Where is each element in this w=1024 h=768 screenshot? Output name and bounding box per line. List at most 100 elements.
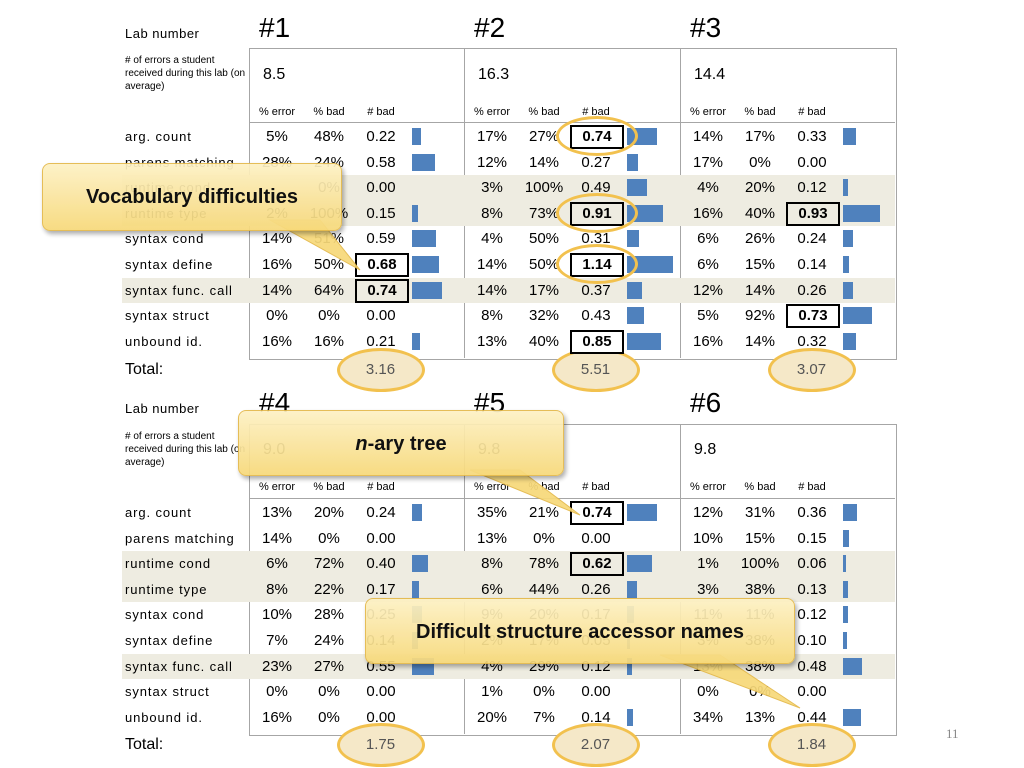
table-cell: 1% [481, 683, 503, 701]
bad-count-bar [843, 529, 849, 547]
table-cell: 0.00 [366, 529, 396, 547]
table-cell: 14% [528, 153, 560, 171]
table-cell: 34% [692, 708, 724, 726]
bad-count-bar [843, 580, 849, 598]
table-cell: 0.31 [581, 230, 611, 248]
callout-vocabulary: Vocabulary difficulties [42, 163, 342, 231]
table-cell: 6% [481, 580, 503, 598]
row-label: syntax struct [125, 684, 210, 700]
table-cell: 8% [481, 204, 503, 222]
column-header: % bad [528, 106, 560, 118]
column-header: # bad [582, 481, 610, 493]
table-cell: 21% [528, 504, 560, 521]
table-cell: 0.36 [797, 504, 827, 521]
table-cell: 0.00 [581, 529, 611, 547]
bad-count-bar [843, 307, 873, 325]
table-cell: 0.26 [797, 281, 827, 299]
callout-accessor-names: Difficult structure accessor names [365, 598, 795, 664]
bad-count-bar [412, 153, 436, 171]
table-cell: 0.59 [366, 230, 396, 248]
bad-count-bar [412, 204, 418, 222]
bad-count-bar [627, 555, 652, 573]
table-cell: 14% [476, 281, 508, 299]
total-label: Total: [125, 361, 164, 378]
table-cell: 20% [313, 504, 345, 521]
table-cell: 0.14 [581, 708, 611, 726]
column-header: % bad [744, 481, 776, 493]
lab-title: #3 [690, 12, 722, 43]
table-cell: 0.00 [366, 307, 396, 325]
highlighted-cell: 0.74 [570, 501, 624, 525]
table-cell: 8% [481, 307, 503, 325]
bad-count-bar [412, 580, 419, 598]
table-cell: 20% [744, 179, 776, 197]
header-divider [249, 498, 895, 499]
table-cell: 13% [476, 332, 508, 350]
table-cell: 0.26 [581, 580, 611, 598]
table-cell: 14% [261, 529, 293, 547]
table-cell: 5% [266, 128, 288, 145]
highlight-ring [556, 244, 638, 284]
table-cell: 27% [313, 657, 345, 675]
bad-count-bar [843, 708, 861, 726]
table-cell: 14% [692, 128, 724, 145]
table-cell: 6% [266, 555, 288, 573]
table-cell: 13% [744, 708, 776, 726]
table-cell: 0.22 [366, 128, 396, 145]
callout-vocabulary-text: Vocabulary difficulties [86, 186, 298, 208]
row-label: unbound id. [125, 333, 203, 349]
highlighted-cell: 0.68 [355, 253, 409, 277]
table-cell: 0.13 [797, 580, 827, 598]
errors-description-label: # of errors a student received during th… [125, 55, 246, 92]
table-cell: 72% [313, 555, 345, 573]
bad-count-bar [843, 606, 848, 624]
table-cell: 14% [744, 281, 776, 299]
lab-title: #6 [690, 387, 722, 418]
lab-title: #1 [259, 12, 291, 43]
bad-count-bar [843, 332, 856, 350]
table-cell: 73% [528, 204, 560, 222]
bad-count-bar [412, 128, 421, 145]
table-cell: 24% [313, 632, 345, 649]
table-cell: 0% [318, 307, 340, 325]
column-header: % error [473, 481, 511, 493]
column-header: % error [689, 481, 727, 493]
lab-number-label: Lab number [125, 26, 200, 41]
table-cell: 16% [261, 256, 293, 273]
row-label: syntax func. call [125, 282, 233, 298]
table-cell: 50% [528, 230, 560, 248]
table-cell: 0% [533, 529, 555, 547]
average-errors-value: 8.5 [263, 66, 286, 83]
table-cell: 31% [744, 504, 776, 521]
bad-count-bar [627, 708, 633, 726]
table-cell: 0.06 [797, 555, 827, 573]
table-cell: 0.15 [366, 204, 396, 222]
table-cell: 10% [692, 529, 724, 547]
table-cell: 23% [261, 657, 293, 675]
average-errors-value: 16.3 [478, 66, 510, 83]
bad-count-bar [843, 230, 853, 248]
column-header: % bad [313, 106, 345, 118]
row-label: syntax define [125, 257, 214, 272]
table-cell: 0.27 [581, 153, 611, 171]
table-cell: 92% [744, 307, 776, 325]
table-cell: 26% [744, 230, 776, 248]
table-cell: 0.12 [797, 606, 827, 624]
row-label: syntax func. call [125, 658, 233, 674]
column-header: # bad [798, 481, 826, 493]
bad-count-bar [412, 332, 421, 350]
bad-count-bar [627, 504, 657, 521]
table-cell: 13% [476, 529, 508, 547]
highlight-ring [556, 116, 638, 156]
callout-accessor-text: Difficult structure accessor names [416, 621, 744, 643]
table-cell: 22% [313, 580, 345, 598]
table-cell: 0.43 [581, 307, 611, 325]
highlighted-cell: 0.62 [570, 552, 624, 577]
table-cell: 40% [528, 332, 560, 350]
table-cell: 15% [744, 529, 776, 547]
lab-number-label: Lab number [125, 401, 200, 416]
column-header: # bad [367, 481, 395, 493]
table-cell: 14% [744, 332, 776, 350]
highlight-ring [556, 192, 638, 233]
table-cell: 27% [528, 128, 560, 145]
